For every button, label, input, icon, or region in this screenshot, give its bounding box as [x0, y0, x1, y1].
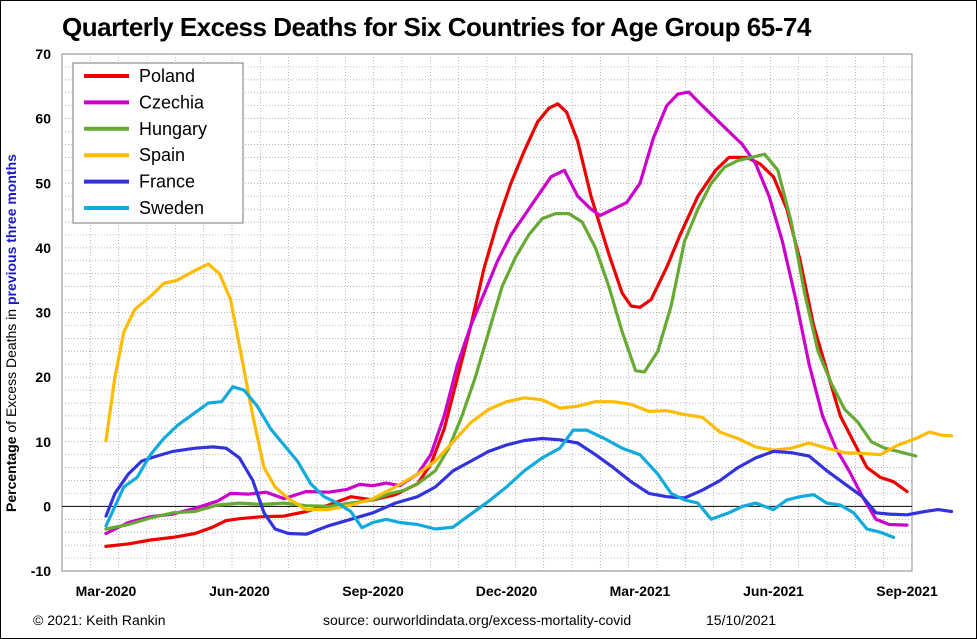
- y-tick-label: 30: [35, 305, 51, 321]
- y-tick-label: 50: [35, 175, 51, 191]
- x-tick-label: Dec-2020: [476, 583, 538, 599]
- y-tick-label: 0: [43, 498, 51, 514]
- y-tick-label: 20: [35, 369, 51, 385]
- y-tick-label: 10: [35, 434, 51, 450]
- y-tick-label: 40: [35, 240, 51, 256]
- legend-label-czechia: Czechia: [139, 92, 205, 112]
- y-tick-label: 60: [35, 111, 51, 127]
- footer-source: source: ourworldindata.org/excess-mortal…: [323, 612, 632, 628]
- x-tick-label: Mar-2020: [76, 583, 137, 599]
- y-tick-label: 70: [35, 46, 51, 62]
- legend-label-hungary: Hungary: [139, 119, 207, 139]
- series-line-czechia: [104, 90, 909, 536]
- series-line-sweden: [104, 385, 896, 539]
- series-line-spain: [104, 262, 954, 512]
- series-line-france: [104, 436, 954, 536]
- legend-label-sweden: Sweden: [139, 198, 204, 218]
- legend-label-poland: Poland: [139, 66, 195, 86]
- footer-date: 15/10/2021: [706, 612, 777, 628]
- x-tick-label: Sep-2021: [876, 583, 938, 599]
- x-tick-label: Jun-2020: [209, 583, 270, 599]
- legend-box: [72, 62, 244, 224]
- x-tick-label: Mar-2021: [610, 583, 671, 599]
- x-tick-label: Jun-2021: [743, 583, 804, 599]
- x-tick-label: Sep-2020: [342, 583, 404, 599]
- legend-label-france: France: [139, 172, 195, 192]
- y-tick-label: -10: [31, 563, 51, 579]
- chart-title: Quarterly Excess Deaths for Six Countrie…: [62, 12, 811, 42]
- legend-label-spain: Spain: [139, 145, 185, 165]
- footer-copyright: © 2021: Keith Rankin: [33, 612, 166, 628]
